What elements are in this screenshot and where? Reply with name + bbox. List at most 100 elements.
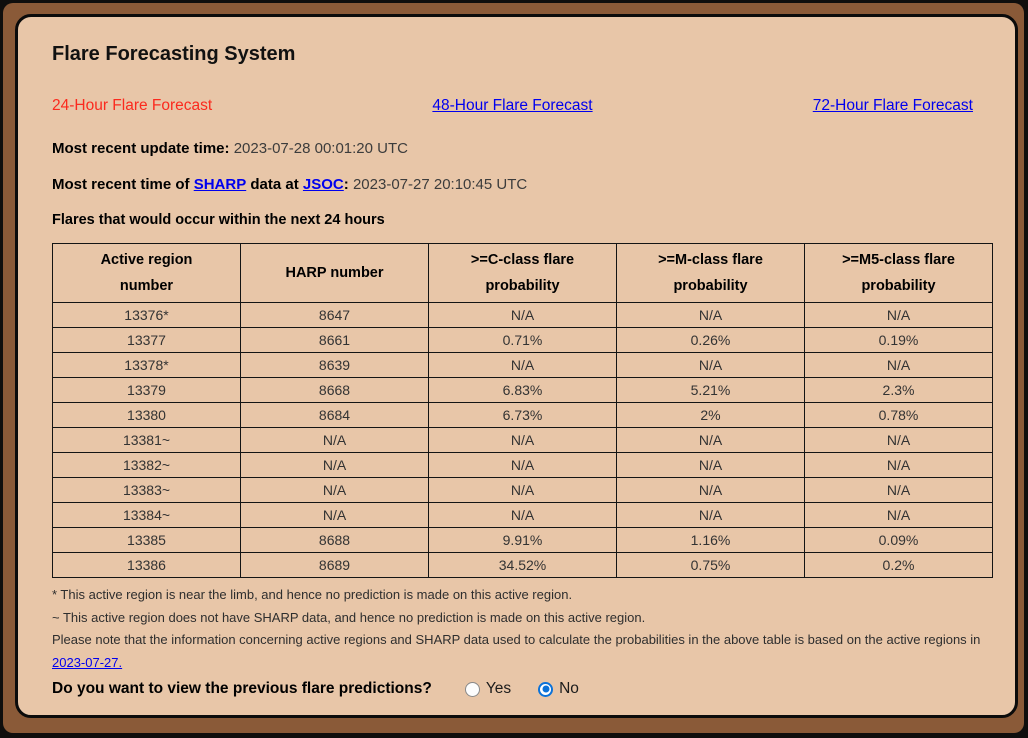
- sharp-time-middle: data at: [250, 176, 299, 193]
- date-link[interactable]: 2023-07-27.: [52, 654, 123, 670]
- table-cell: N/A: [428, 427, 617, 454]
- table-cell: N/A: [616, 452, 805, 479]
- table-cell: 13385: [52, 527, 241, 554]
- table-cell: N/A: [428, 477, 617, 504]
- table-cell: 0.78%: [804, 402, 993, 429]
- table-cell: 13384~: [52, 502, 241, 529]
- table-cell: N/A: [616, 352, 805, 379]
- forecast-nav: 24-Hour Flare Forecast 48-Hour Flare For…: [52, 97, 981, 115]
- table-cell: N/A: [804, 302, 993, 329]
- table-cell: 0.71%: [428, 327, 617, 354]
- table-cell: 6.83%: [428, 377, 617, 404]
- update-time-value: 2023-07-28 00:01:20 UTC: [233, 140, 408, 157]
- footnotes: * This active region is near the limb, a…: [52, 584, 981, 674]
- table-cell: N/A: [240, 427, 429, 454]
- content-panel: Flare Forecasting System 24-Hour Flare F…: [15, 14, 1018, 718]
- table-cell: N/A: [616, 477, 805, 504]
- table-cell: 13381~: [52, 427, 241, 454]
- table-row: 13381~ N/A N/A N/A N/A: [52, 427, 993, 454]
- table-cell: 0.19%: [804, 327, 993, 354]
- table-cell: 9.91%: [428, 527, 617, 554]
- table-cell: 8661: [240, 327, 429, 354]
- table-cell: 6.73%: [428, 402, 617, 429]
- footnote-limb: * This active region is near the limb, a…: [52, 587, 573, 603]
- radio-no-icon[interactable]: [538, 681, 554, 697]
- sharp-link[interactable]: SHARP: [193, 176, 247, 193]
- table-cell: N/A: [428, 352, 617, 379]
- table-cell: N/A: [616, 302, 805, 329]
- flare-probability-table: Active region number HARP number >=C-cla…: [52, 242, 993, 579]
- table-cell: N/A: [428, 452, 617, 479]
- nav-72-hour-forecast-link[interactable]: 72-Hour Flare Forecast: [812, 97, 973, 114]
- table-cell: 0.2%: [804, 552, 993, 579]
- table-cell: 13380: [52, 402, 241, 429]
- header-m5-class: >=M5-class flare probability: [804, 242, 993, 304]
- footnote-note: Please note that the information concern…: [52, 629, 981, 674]
- radio-option-no[interactable]: No: [538, 680, 579, 698]
- outer-frame: Flare Forecasting System 24-Hour Flare F…: [3, 3, 1024, 733]
- table-cell: 13383~: [52, 477, 241, 504]
- table-cell: 13382~: [52, 452, 241, 479]
- table-cell: N/A: [804, 427, 993, 454]
- table-cell: 2%: [616, 402, 805, 429]
- table-cell: 5.21%: [616, 377, 805, 404]
- table-cell: N/A: [804, 502, 993, 529]
- table-cell: N/A: [616, 502, 805, 529]
- table-cell: N/A: [428, 302, 617, 329]
- radio-yes-label: Yes: [485, 680, 512, 698]
- table-cell: 13386: [52, 552, 241, 579]
- table-cell: 8689: [240, 552, 429, 579]
- table-cell: N/A: [240, 502, 429, 529]
- table-cell: 8684: [240, 402, 429, 429]
- previous-predictions-question: Do you want to view the previous flare p…: [52, 680, 981, 698]
- table-cell: 13376*: [52, 302, 241, 329]
- table-row: 13384~ N/A N/A N/A N/A: [52, 502, 993, 529]
- sharp-time-line: Most recent time of SHARP data at JSOC: …: [52, 176, 981, 193]
- nav-48-hour-forecast-link[interactable]: 48-Hour Flare Forecast: [432, 97, 593, 114]
- table-row: 13386 8689 34.52% 0.75% 0.2%: [52, 552, 993, 579]
- nav-24-hour-forecast[interactable]: 24-Hour Flare Forecast: [52, 97, 213, 114]
- table-cell: 8647: [240, 302, 429, 329]
- footnote-nosharp: ~ This active region does not have SHARP…: [52, 609, 646, 625]
- table-cell: 13377: [52, 327, 241, 354]
- jsoc-link[interactable]: JSOC: [302, 176, 344, 193]
- table-cell: 13378*: [52, 352, 241, 379]
- radio-no-label: No: [559, 680, 579, 698]
- table-cell: N/A: [804, 452, 993, 479]
- table-header: Active region number HARP number >=C-cla…: [52, 242, 993, 304]
- header-c-class: >=C-class flare probability: [428, 242, 617, 304]
- table-cell: 2.3%: [804, 377, 993, 404]
- table-cell: N/A: [240, 452, 429, 479]
- radio-option-yes[interactable]: Yes: [464, 680, 512, 698]
- table-row: 13380 8684 6.73% 2% 0.78%: [52, 402, 993, 429]
- table-row: 13376* 8647 N/A N/A N/A: [52, 302, 993, 329]
- forecast-table-body: 13376* 8647 N/A N/A N/A 13377 8661 0.71% 0.26% 0.…: [52, 302, 993, 579]
- table-caption: Flares that would occur within the next …: [52, 212, 385, 228]
- table-cell: N/A: [240, 477, 429, 504]
- table-row: 13379 8668 6.83% 5.21% 2.3%: [52, 377, 993, 404]
- table-cell: N/A: [804, 477, 993, 504]
- table-cell: 34.52%: [428, 552, 617, 579]
- table-cell: 1.16%: [616, 527, 805, 554]
- footnote-note-text: Please note that the information concern…: [52, 632, 981, 648]
- table-cell: 0.75%: [616, 552, 805, 579]
- table-row: 13385 8688 9.91% 1.16% 0.09%: [52, 527, 993, 554]
- table-cell: 0.09%: [804, 527, 993, 554]
- table-row: 13378* 8639 N/A N/A N/A: [52, 352, 993, 379]
- header-active-region: Active region number: [52, 242, 241, 304]
- radio-yes-icon[interactable]: [464, 681, 480, 697]
- sharp-time-colon: :: [343, 176, 349, 193]
- header-harp-number: HARP number: [240, 242, 429, 304]
- update-time-line: Most recent update time: 2023-07-28 00:0…: [52, 140, 981, 157]
- table-row: 13383~ N/A N/A N/A N/A: [52, 477, 993, 504]
- question-label: Do you want to view the previous flare p…: [52, 680, 432, 698]
- table-cell: N/A: [616, 427, 805, 454]
- table-cell: 8668: [240, 377, 429, 404]
- table-row: 13377 8661 0.71% 0.26% 0.19%: [52, 327, 993, 354]
- table-cell: N/A: [428, 502, 617, 529]
- header-m-class: >=M-class flare probability: [616, 242, 805, 304]
- page-title: Flare Forecasting System: [52, 43, 296, 65]
- update-time-label: Most recent update time:: [52, 140, 230, 157]
- sharp-time-value: 2023-07-27 20:10:45 UTC: [352, 176, 528, 193]
- table-cell: 8688: [240, 527, 429, 554]
